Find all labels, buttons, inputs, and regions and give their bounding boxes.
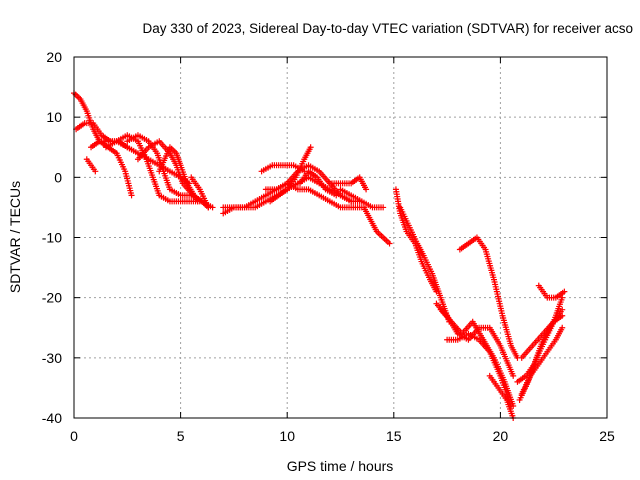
series-track-3 [83,156,99,175]
y-tick-label: 10 [46,109,62,125]
y-tick-label: 20 [46,49,62,65]
data-point [386,240,393,247]
data-point [380,204,387,211]
data-point [559,306,566,313]
grid [74,57,607,418]
series-track-30 [516,294,566,403]
series-track-1 [71,90,135,199]
data-point [559,324,566,331]
data-point [194,198,201,205]
series-track-15 [296,168,340,199]
data-point [92,168,99,175]
x-tick-label: 10 [279,428,295,444]
x-axis-label: GPS time / hours [287,458,394,474]
y-tick-label: -20 [42,290,62,306]
data-point [333,192,340,199]
data-point [561,288,568,295]
data-point [307,144,314,151]
data-point [559,294,566,301]
y-tick-label: -40 [42,410,62,426]
data-point [510,372,517,379]
series-track-23 [437,306,517,409]
series-track-2 [73,120,131,151]
data-point [510,402,517,409]
series-track-24 [456,234,521,361]
chart-title: Day 330 of 2023, Sidereal Day-to-day VTE… [143,21,633,36]
data-point [205,204,212,211]
data-point [348,198,355,205]
data-point [363,186,370,193]
x-tick-label: 15 [386,428,402,444]
y-axis-label: SDTVAR / TECUs [7,181,23,293]
y-tick-label: -30 [42,350,62,366]
series-track-20 [397,204,453,325]
plot-frame [73,56,608,419]
x-tick-label: 20 [493,428,509,444]
data-point [128,192,135,199]
y-tick-label: 0 [54,169,62,185]
series-track-13 [262,180,365,211]
series-track-18 [360,204,393,247]
series-track-29 [535,282,568,301]
series-track-14 [258,162,308,175]
series-track-9 [188,174,212,211]
x-tick-label: 0 [70,428,78,444]
x-tick-label: 25 [599,428,615,444]
series-track-16 [326,174,370,193]
axis-ticks: 0 5 10 15 20 25 20 10 0 -10 -20 -30 -40 [42,49,615,444]
series-track-25 [486,372,517,421]
series-track-17 [337,186,387,211]
x-tick-label: 5 [177,428,185,444]
y-tick-label: -10 [42,230,62,246]
data-point [559,312,566,319]
data-points [71,90,568,421]
series-track-8 [156,144,201,205]
